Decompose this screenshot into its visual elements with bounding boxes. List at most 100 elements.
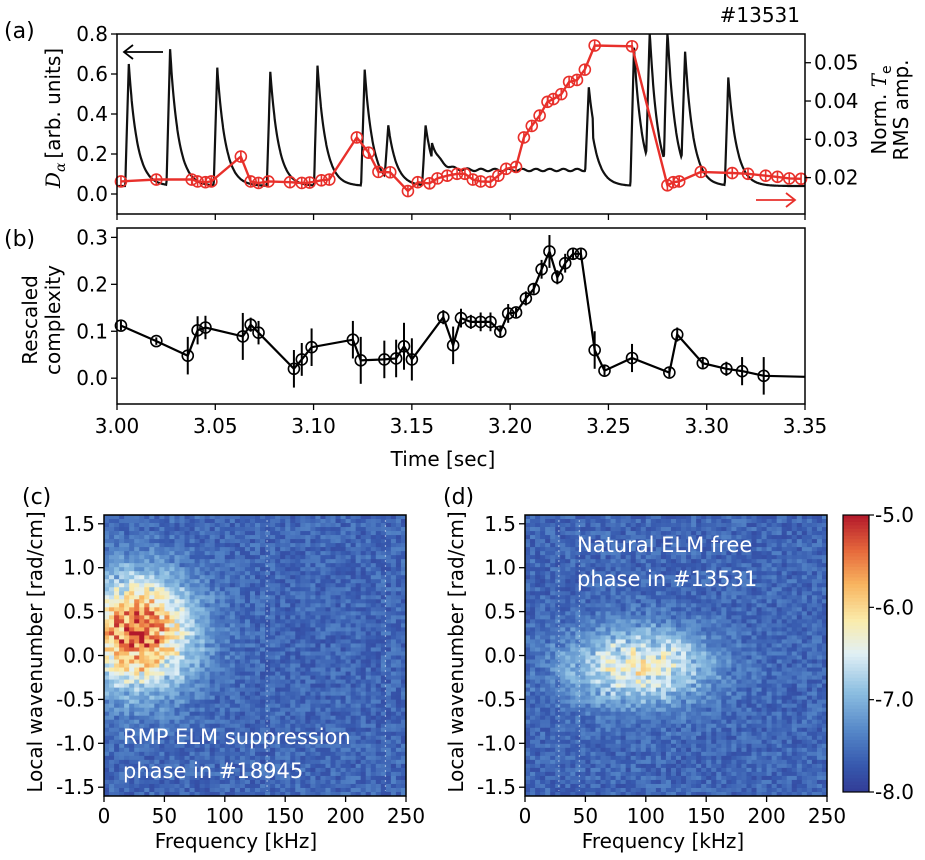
heatmap-cell bbox=[265, 579, 271, 584]
heatmap-cell bbox=[365, 787, 372, 793]
complexity-point bbox=[252, 326, 265, 339]
heatmap-cell bbox=[224, 515, 231, 520]
heatmap-cell bbox=[285, 563, 291, 568]
heatmap-cell bbox=[345, 775, 352, 781]
heatmap-cell bbox=[325, 763, 331, 769]
heatmap-cell bbox=[801, 515, 808, 520]
heatmap-cell bbox=[229, 603, 236, 608]
heatmap-cell bbox=[224, 783, 231, 789]
heatmap-cell bbox=[144, 751, 150, 757]
heatmap-cell bbox=[545, 527, 551, 532]
heatmap-cell bbox=[360, 739, 367, 745]
heatmap-cell bbox=[154, 559, 160, 564]
heatmap-cell bbox=[325, 671, 331, 676]
heatmap-cell bbox=[335, 771, 341, 777]
heatmap-cell bbox=[350, 523, 357, 528]
heatmap-cell bbox=[330, 607, 336, 612]
heatmap-cell bbox=[270, 771, 276, 777]
heatmap-cell bbox=[340, 603, 346, 608]
heatmap-cell bbox=[249, 751, 256, 757]
heatmap-cell bbox=[139, 699, 145, 705]
heatmap-cell bbox=[169, 731, 175, 737]
heatmap-cell bbox=[310, 699, 316, 705]
heatmap-cell bbox=[104, 627, 110, 632]
heatmap-cell bbox=[149, 531, 155, 536]
heatmap-cell bbox=[385, 711, 392, 717]
heatmap-cell bbox=[164, 735, 170, 741]
heatmap-cell bbox=[159, 679, 165, 684]
heatmap-cell bbox=[345, 667, 352, 672]
heatmap-cell bbox=[355, 627, 362, 632]
heatmap-cell bbox=[325, 543, 331, 548]
heatmap-cell bbox=[244, 519, 251, 524]
heatmap-cell bbox=[280, 523, 286, 528]
heatmap-cell bbox=[345, 587, 352, 592]
heatmap-cell bbox=[174, 771, 180, 777]
complexity-point bbox=[287, 362, 301, 376]
heatmap-cell bbox=[109, 579, 115, 584]
heatmap-cell bbox=[169, 787, 175, 793]
heatmap-cell bbox=[179, 671, 185, 676]
heatmap-cell bbox=[315, 727, 321, 733]
heatmap-cell bbox=[260, 675, 266, 680]
heatmap-cell bbox=[129, 751, 135, 757]
heatmap-cell bbox=[340, 563, 346, 568]
heatmap-cell bbox=[244, 679, 251, 684]
heatmap-cell bbox=[229, 731, 236, 737]
heatmap-cell bbox=[204, 579, 211, 584]
heatmap-cell bbox=[275, 771, 281, 777]
heatmap-cell bbox=[365, 599, 372, 604]
heatmap-cell bbox=[164, 743, 170, 749]
heatmap-cell bbox=[119, 603, 125, 608]
heatmap-cell bbox=[174, 639, 180, 644]
heatmap-cell bbox=[109, 783, 115, 789]
heatmap-cell bbox=[124, 643, 130, 648]
heatmap-cell bbox=[114, 607, 120, 612]
heatmap-cell bbox=[154, 611, 160, 616]
heatmap-cell bbox=[114, 555, 120, 560]
heatmap-cell bbox=[104, 563, 110, 568]
heatmap-cell bbox=[325, 787, 331, 793]
heatmap-cell bbox=[184, 603, 190, 608]
heatmap-cell bbox=[134, 671, 140, 676]
heatmap-cell bbox=[370, 555, 377, 560]
heatmap-cell bbox=[305, 655, 311, 660]
heatmap-cell bbox=[320, 771, 326, 777]
heatmap-cell bbox=[295, 515, 301, 520]
heatmap-cell bbox=[139, 755, 145, 761]
heatmap-cell bbox=[290, 535, 296, 540]
heatmap-cell bbox=[570, 535, 576, 540]
heatmap-cell bbox=[114, 739, 120, 745]
heatmap-cell bbox=[345, 715, 352, 721]
heatmap-cell bbox=[189, 563, 195, 568]
heatmap-cell bbox=[390, 559, 397, 564]
heatmap-cell bbox=[260, 515, 266, 520]
heatmap-cell bbox=[139, 587, 145, 592]
heatmap-cell bbox=[134, 619, 140, 624]
heatmap-cell bbox=[300, 711, 306, 717]
heatmap-cell bbox=[550, 523, 556, 528]
heatmap-cell bbox=[209, 547, 216, 552]
complexity-point bbox=[527, 282, 541, 296]
heatmap-cell bbox=[260, 571, 266, 576]
heatmap-cell bbox=[801, 527, 808, 532]
heatmap-cell bbox=[335, 731, 341, 737]
heatmap-cell bbox=[350, 731, 357, 737]
heatmap-cell bbox=[184, 567, 190, 572]
heatmap-cell bbox=[340, 787, 346, 793]
heatmap-cell bbox=[275, 779, 281, 785]
heatmap-cell bbox=[335, 699, 341, 705]
heatmap-cell bbox=[385, 611, 392, 616]
heatmap-cell bbox=[275, 751, 281, 757]
heatmap-cell bbox=[104, 515, 110, 520]
heatmap-cell bbox=[199, 695, 206, 701]
heatmap-cell bbox=[129, 519, 135, 524]
heatmap-cell bbox=[265, 515, 271, 520]
heatmap-cell bbox=[300, 727, 306, 733]
heatmap-cell bbox=[365, 623, 372, 628]
heatmap-cell bbox=[330, 695, 336, 701]
heatmap-cell bbox=[590, 519, 596, 524]
heatmap-cell bbox=[149, 727, 155, 733]
heatmap-cell bbox=[325, 711, 331, 717]
heatmap-cell bbox=[350, 715, 357, 721]
